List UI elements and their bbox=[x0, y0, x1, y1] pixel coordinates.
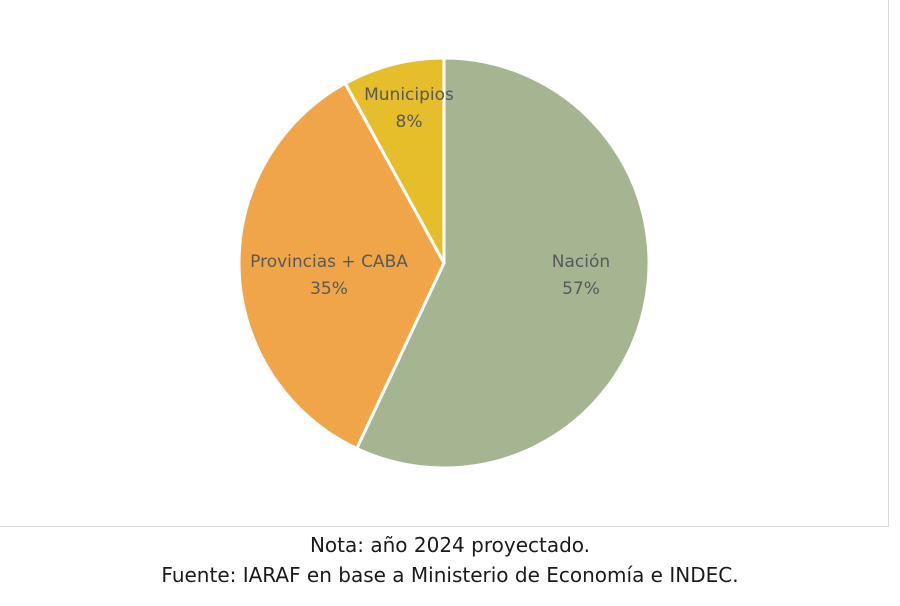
slice-name-label-2: Municipios bbox=[364, 85, 454, 105]
slice-value-label-0: 57% bbox=[562, 279, 600, 299]
pie-slice-2 bbox=[343, 56, 446, 265]
pie-chart: Nación 57% Provincias + CABA 35% Municipios 8… bbox=[237, 56, 651, 470]
slice-value-label-1: 35% bbox=[310, 279, 348, 299]
chart-notes: Nota: año 2024 proyectado. Fuente: IARAF… bbox=[0, 530, 900, 590]
slice-name-label-0: Nación bbox=[552, 252, 610, 272]
pie-slice-1 bbox=[237, 81, 446, 450]
slice-value-label-2: 8% bbox=[396, 112, 423, 132]
slice-name-label-1: Provincias + CABA bbox=[250, 252, 408, 272]
note-text: Nota: año 2024 proyectado. bbox=[309, 533, 591, 557]
source-text: Fuente: IARAF en base a Ministerio de Ec… bbox=[161, 563, 739, 587]
pie-slice-0 bbox=[355, 56, 651, 470]
chart-area: Nación 57% Provincias + CABA 35% Municipios 8… bbox=[0, 0, 889, 527]
